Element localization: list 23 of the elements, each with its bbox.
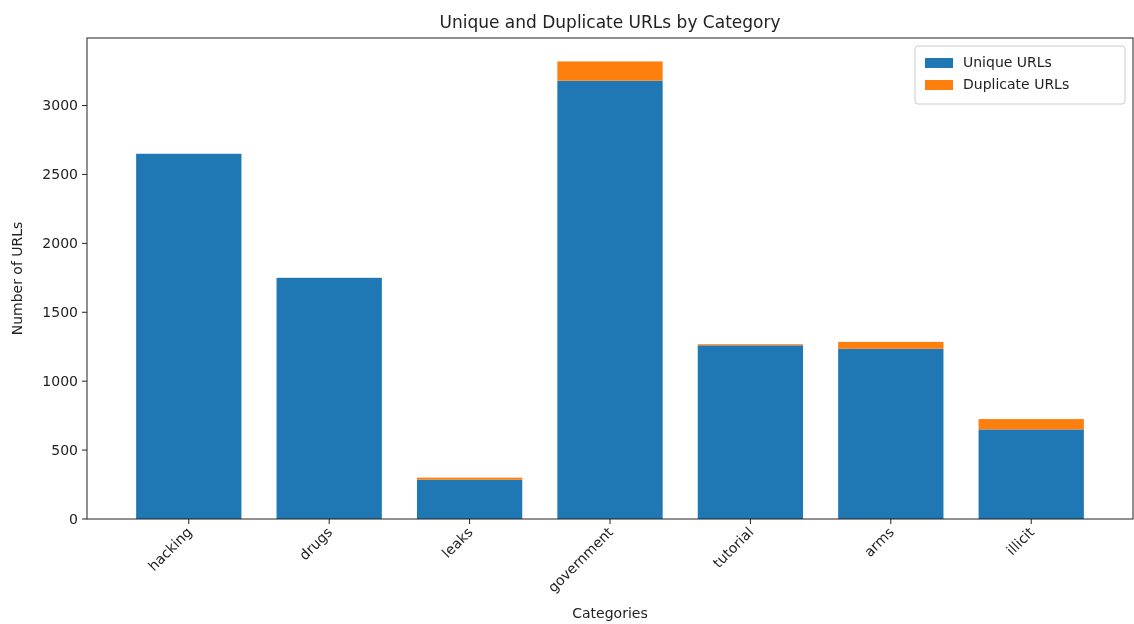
y-tick-label: 2500 (42, 166, 78, 183)
bar (838, 348, 944, 519)
bar (697, 345, 804, 519)
bar (838, 341, 944, 349)
y-tick-label: 1000 (42, 373, 78, 390)
bar (557, 61, 663, 81)
bar (978, 429, 1084, 519)
bar (416, 477, 523, 480)
x-axis-title: Categories (572, 605, 648, 621)
y-tick-label: 3000 (42, 97, 78, 114)
y-tick-label: 1500 (42, 304, 78, 321)
bar (276, 277, 382, 519)
legend-label: Duplicate URLs (963, 76, 1070, 92)
bar (416, 479, 523, 519)
bar (557, 80, 663, 519)
chart-title: Unique and Duplicate URLs by Category (439, 12, 781, 32)
bar (136, 153, 242, 519)
y-tick-label: 500 (51, 441, 78, 458)
y-axis-title: Number of URLs (9, 221, 25, 336)
y-tick-label: 0 (69, 510, 78, 527)
legend-label: Unique URLs (963, 54, 1052, 70)
y-tick-label: 2000 (42, 235, 78, 252)
bar (978, 419, 1084, 430)
